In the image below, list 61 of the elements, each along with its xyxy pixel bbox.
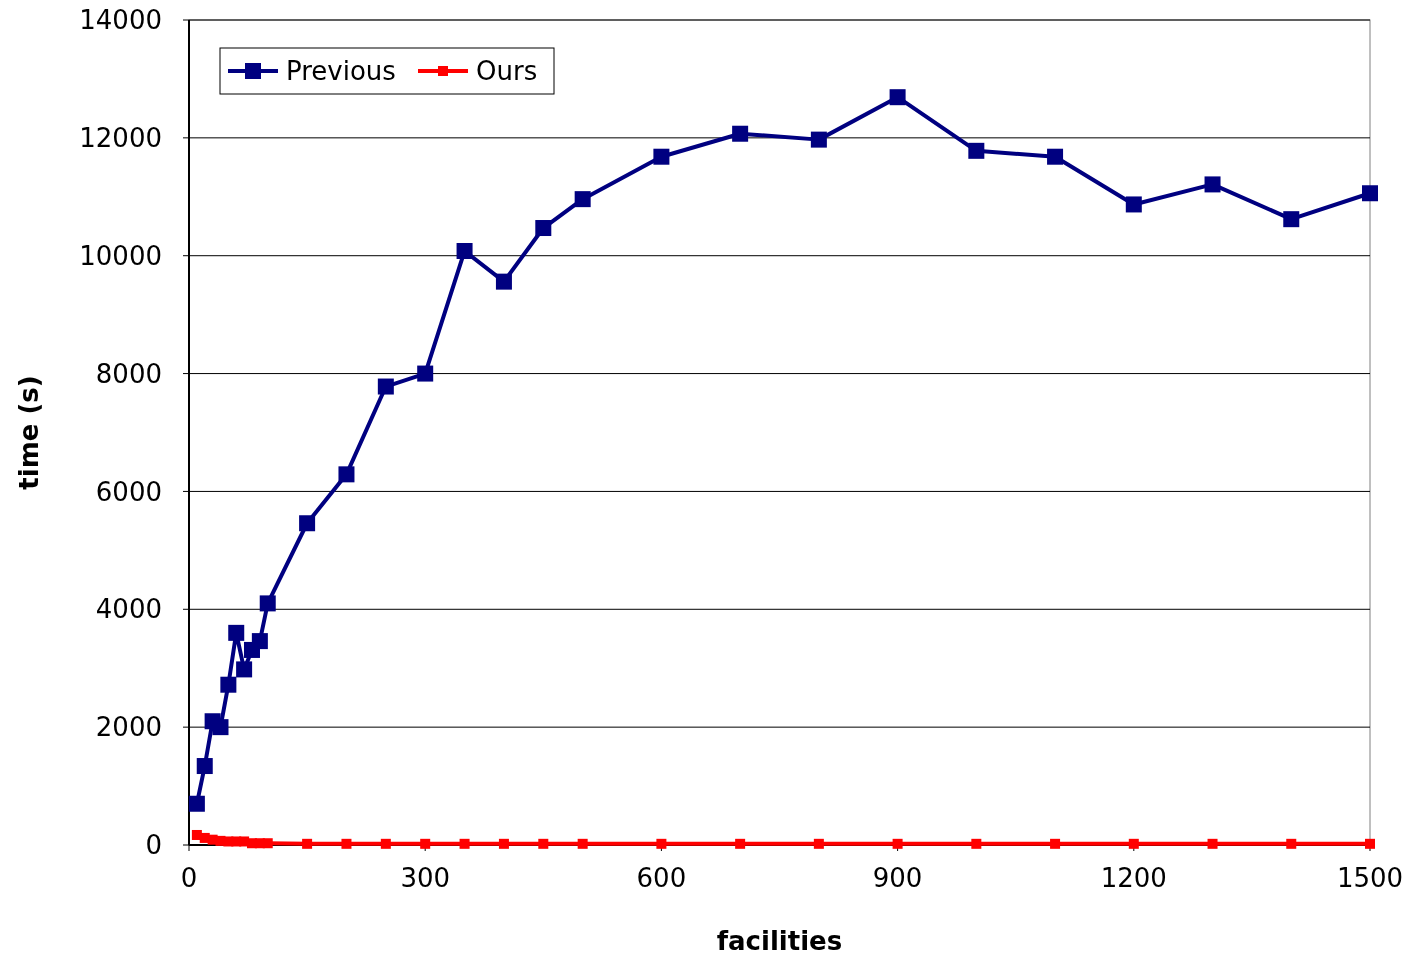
point	[656, 838, 667, 849]
point	[968, 142, 985, 159]
point	[810, 131, 827, 148]
point	[1362, 185, 1378, 202]
point	[196, 758, 213, 775]
point	[420, 838, 431, 849]
x-tick-label: 0	[180, 863, 198, 893]
point	[1128, 838, 1139, 849]
x-tick-label: 1500	[1336, 863, 1404, 893]
x-axis-title: facilities	[716, 926, 843, 956]
point	[338, 466, 355, 483]
point	[188, 795, 205, 812]
point	[1204, 176, 1221, 193]
point	[299, 515, 316, 532]
point	[1047, 148, 1064, 165]
point	[535, 220, 552, 237]
x-tick-label: 300	[400, 863, 451, 893]
y-tick-label: 8000	[95, 358, 162, 389]
point	[380, 838, 391, 849]
point	[259, 595, 276, 612]
point	[889, 89, 906, 106]
point	[236, 661, 253, 678]
y-axis-title: time (s)	[14, 375, 44, 490]
legend-label: Ours	[476, 56, 538, 87]
point	[1283, 211, 1300, 228]
point	[732, 125, 749, 142]
y-tick-label: 14000	[79, 5, 162, 36]
y-tick-label: 6000	[95, 476, 162, 507]
point	[1125, 196, 1142, 213]
y-tick-label: 4000	[95, 594, 162, 625]
point	[813, 838, 824, 849]
point	[341, 838, 352, 849]
point	[538, 838, 549, 849]
point	[1286, 838, 1297, 849]
point	[262, 838, 273, 849]
point	[892, 838, 903, 849]
point	[302, 838, 313, 849]
point	[459, 838, 470, 849]
point	[971, 838, 982, 849]
x-tick-label: 600	[636, 863, 687, 893]
point	[456, 243, 473, 259]
point	[653, 148, 670, 165]
legend-label: Previous	[286, 56, 396, 87]
y-tick-label: 0	[145, 830, 162, 861]
y-tick-label: 2000	[95, 712, 162, 743]
point	[220, 676, 237, 693]
point	[417, 365, 434, 382]
point	[251, 633, 268, 650]
point	[228, 624, 245, 641]
point	[574, 191, 591, 208]
point	[377, 378, 394, 395]
point	[735, 838, 746, 849]
x-tick-label: 1200	[1100, 863, 1167, 893]
point	[498, 838, 509, 849]
y-tick-label: 12000	[79, 122, 162, 153]
x-tick-label: 900	[872, 863, 923, 893]
y-tick-label: 10000	[79, 240, 162, 271]
point	[1050, 838, 1061, 849]
point	[1207, 838, 1218, 849]
point	[577, 838, 588, 849]
point	[495, 273, 512, 290]
